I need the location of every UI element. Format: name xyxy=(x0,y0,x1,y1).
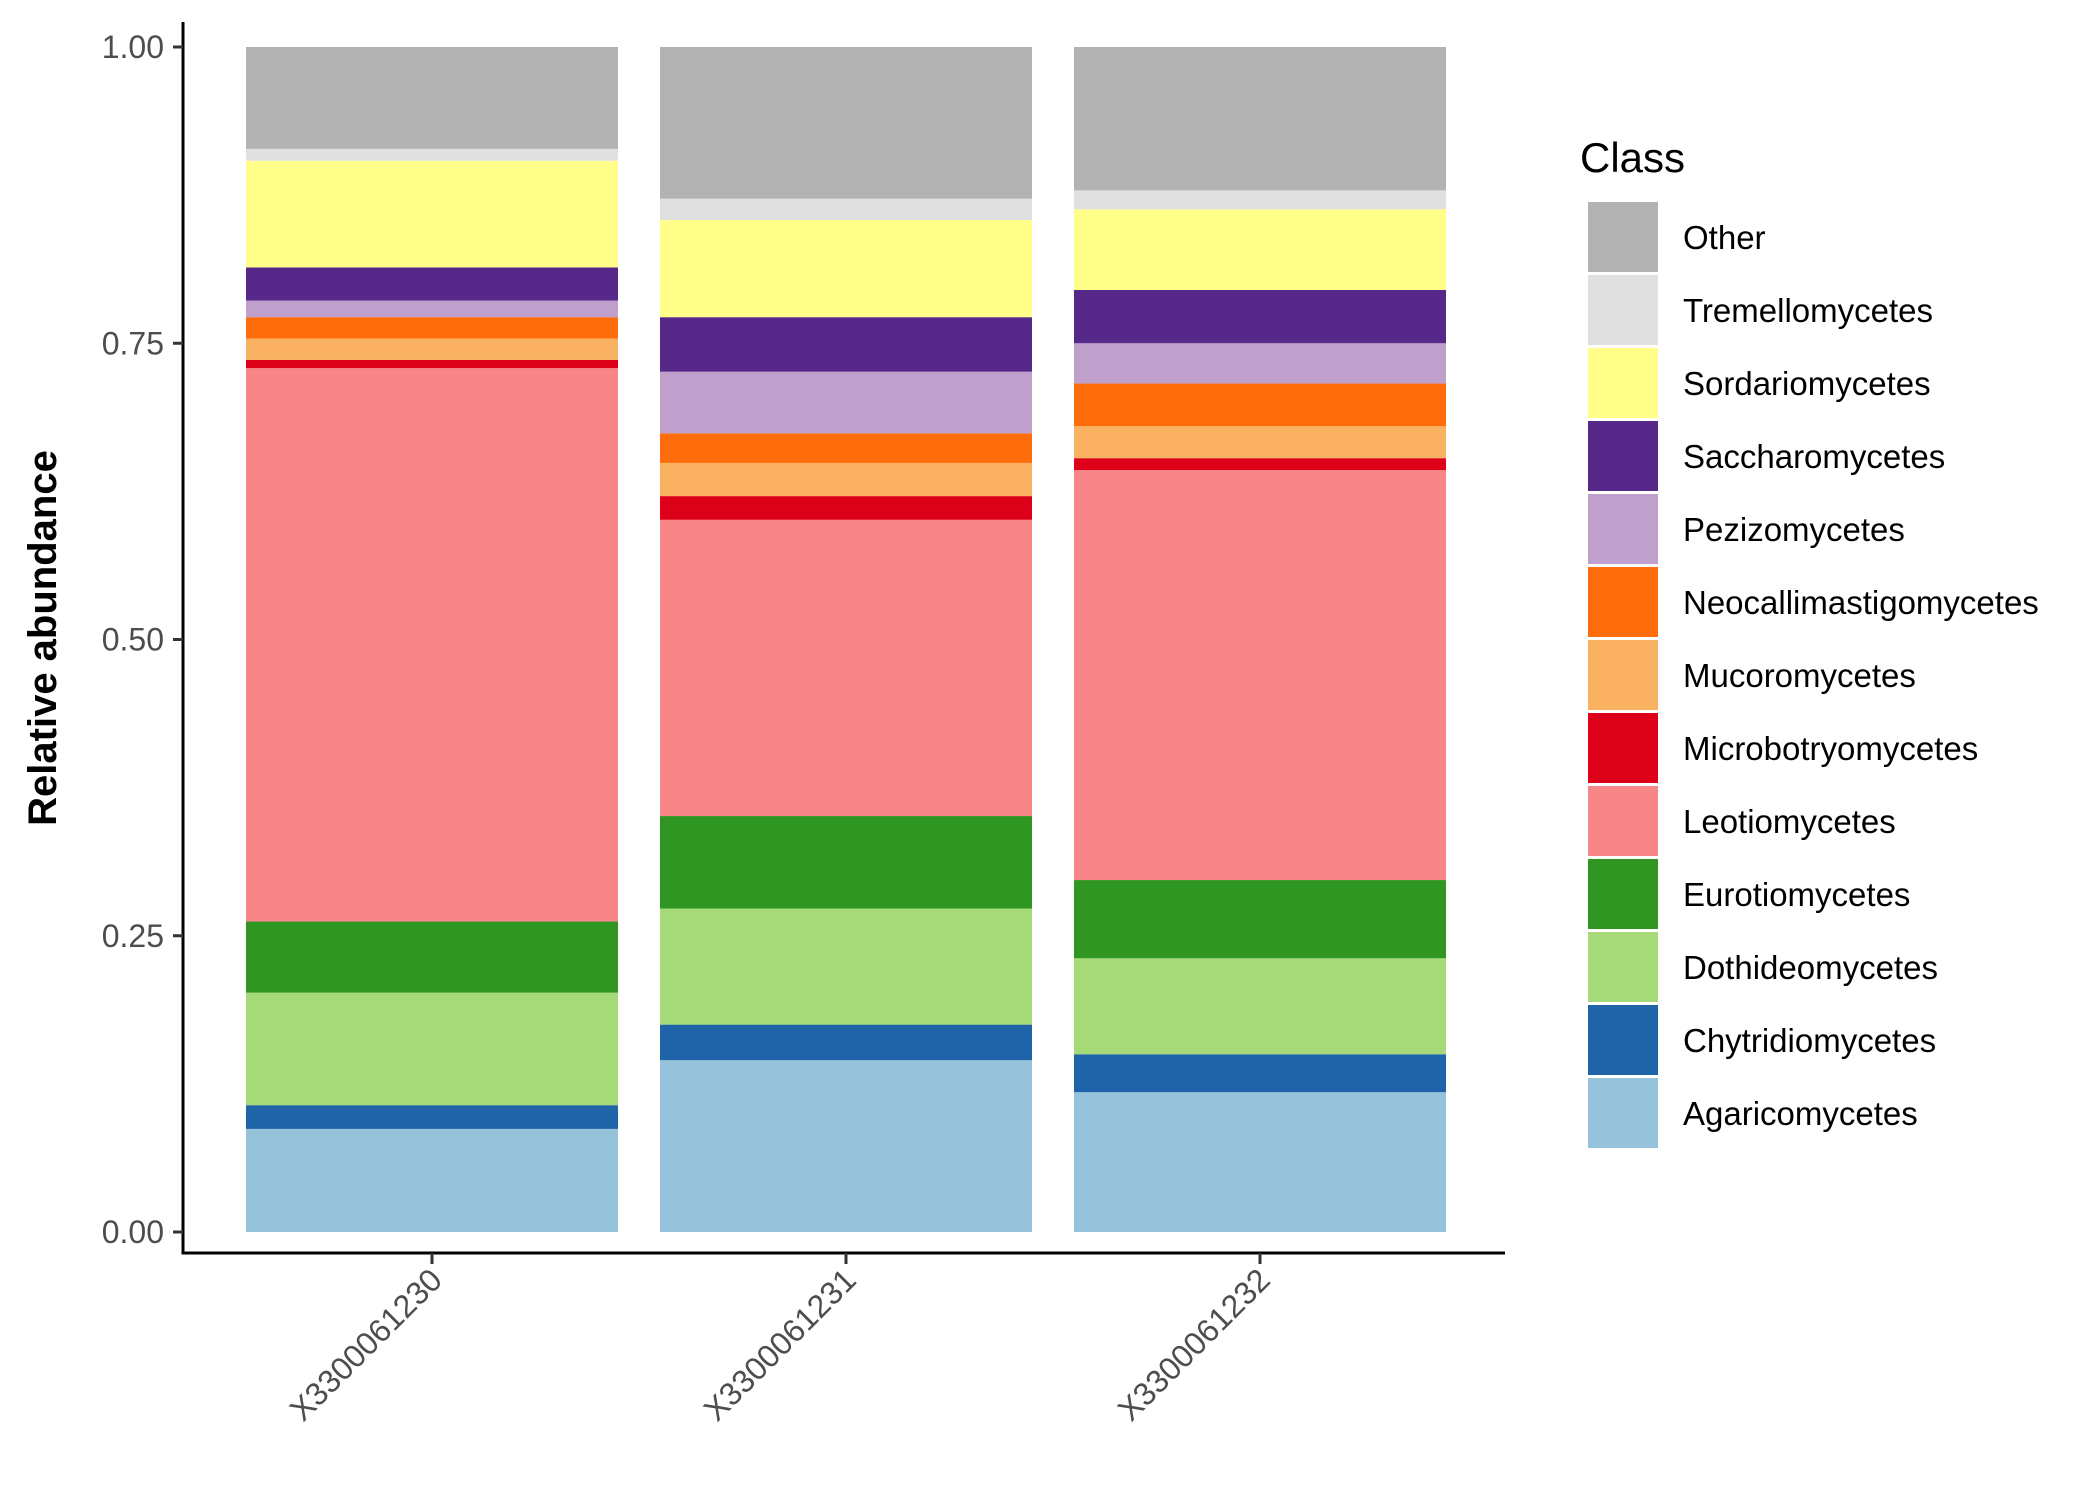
bar-segment-sordariomycetes-2 xyxy=(660,220,1032,318)
legend-label: Mucoromycetes xyxy=(1683,657,1916,694)
legend-label: Sordariomycetes xyxy=(1683,365,1931,402)
bar-segment-eurotiomycetes-3 xyxy=(1074,880,1446,959)
bar-segment-leotiomycetes-2 xyxy=(660,519,1032,817)
legend-label: Leotiomycetes xyxy=(1683,803,1896,840)
legend-label: Dothideomycetes xyxy=(1683,949,1938,986)
axes-layer xyxy=(181,22,1505,1255)
bar-segment-chytridiomycetes-3 xyxy=(1074,1054,1446,1093)
bar-segment-pezizomycetes-2 xyxy=(660,371,1032,434)
bar-segment-pezizomycetes-1 xyxy=(246,300,618,318)
y-tick-label: 0.00 xyxy=(102,1214,164,1250)
legend-key-chytridiomycetes xyxy=(1588,1005,1658,1075)
x-tick-label: X3300061230 xyxy=(283,1261,449,1427)
y-tick-label: 0.75 xyxy=(102,325,164,361)
legend-key-tremellomycetes xyxy=(1588,275,1658,345)
bar-segment-eurotiomycetes-2 xyxy=(660,816,1032,909)
x-tick-label: X3300061232 xyxy=(1111,1261,1277,1427)
bar-segment-other-2 xyxy=(660,47,1032,199)
legend-title: Class xyxy=(1580,134,1685,181)
legend-key-eurotiomycetes xyxy=(1588,859,1658,929)
bar-segment-chytridiomycetes-2 xyxy=(660,1024,1032,1061)
bar-segment-sordariomycetes-1 xyxy=(246,160,618,268)
bar-segment-saccharomycetes-1 xyxy=(246,267,618,301)
bar-segment-other-1 xyxy=(246,47,618,149)
bar-segment-dothideomycetes-3 xyxy=(1074,958,1446,1055)
legend-label: Neocallimastigomycetes xyxy=(1683,584,2039,621)
bar-segment-microbotryomycetes-1 xyxy=(246,359,618,369)
y-tick-label: 0.25 xyxy=(102,918,164,954)
bar-segment-saccharomycetes-3 xyxy=(1074,289,1446,344)
bar-segment-agaricomycetes-2 xyxy=(660,1060,1032,1232)
legend-key-microbotryomycetes xyxy=(1588,713,1658,783)
legend-key-dothideomycetes xyxy=(1588,932,1658,1002)
bar-segment-leotiomycetes-3 xyxy=(1074,470,1446,881)
bar-segment-tremellomycetes-2 xyxy=(660,198,1032,221)
bar-segment-agaricomycetes-3 xyxy=(1074,1092,1446,1232)
y-ticks: 0.00 0.25 0.50 0.75 1.00 xyxy=(102,29,183,1250)
bar-segment-leotiomycetes-1 xyxy=(246,368,618,922)
bar-segment-dothideomycetes-1 xyxy=(246,992,618,1106)
x-tick-label: X3300061231 xyxy=(697,1261,863,1427)
bar-segment-other-3 xyxy=(1074,47,1446,191)
bar-segment-dothideomycetes-2 xyxy=(660,908,1032,1025)
bar-segment-neocallimastigomycetes-2 xyxy=(660,433,1032,463)
bar-segment-tremellomycetes-3 xyxy=(1074,190,1446,210)
bar-segment-chytridiomycetes-1 xyxy=(246,1105,618,1129)
legend-key-other xyxy=(1588,202,1658,272)
legend-label: Agaricomycetes xyxy=(1683,1095,1918,1132)
x-ticks: X3300061230 X3300061231 X3300061232 xyxy=(283,1253,1277,1428)
legend: Class Other Tremellomycetes Sordariomycete… xyxy=(1580,134,2039,1148)
legend-label: Other xyxy=(1683,219,1766,256)
y-tick-label: 0.50 xyxy=(102,622,164,658)
legend-key-pezizomycetes xyxy=(1588,494,1658,564)
legend-label: Saccharomycetes xyxy=(1683,438,1945,475)
bar-segment-pezizomycetes-3 xyxy=(1074,343,1446,384)
bar-segment-eurotiomycetes-1 xyxy=(246,921,618,993)
legend-label: Eurotiomycetes xyxy=(1683,876,1910,913)
y-tick-label: 1.00 xyxy=(102,29,164,65)
bars-layer xyxy=(246,47,1446,1232)
legend-key-sordariomycetes xyxy=(1588,348,1658,418)
legend-key-mucoromycetes xyxy=(1588,640,1658,710)
bar-segment-sordariomycetes-3 xyxy=(1074,209,1446,290)
legend-label: Tremellomycetes xyxy=(1683,292,1933,329)
legend-key-neocallimastigomycetes xyxy=(1588,567,1658,637)
bar-segment-mucoromycetes-1 xyxy=(246,338,618,360)
y-axis-title: Relative abundance xyxy=(21,450,65,826)
bar-segment-tremellomycetes-1 xyxy=(246,148,618,161)
legend-key-leotiomycetes xyxy=(1588,786,1658,856)
bar-segment-neocallimastigomycetes-3 xyxy=(1074,383,1446,427)
bar-segment-microbotryomycetes-2 xyxy=(660,496,1032,520)
legend-label: Chytridiomycetes xyxy=(1683,1022,1936,1059)
bar-segment-saccharomycetes-2 xyxy=(660,317,1032,372)
bar-segment-agaricomycetes-1 xyxy=(246,1128,618,1232)
legend-key-saccharomycetes xyxy=(1588,421,1658,491)
bar-segment-neocallimastigomycetes-1 xyxy=(246,317,618,339)
bar-segment-microbotryomycetes-3 xyxy=(1074,458,1446,471)
legend-key-agaricomycetes xyxy=(1588,1078,1658,1148)
bar-segment-mucoromycetes-2 xyxy=(660,462,1032,497)
legend-label: Pezizomycetes xyxy=(1683,511,1905,548)
bar-segment-mucoromycetes-3 xyxy=(1074,426,1446,459)
legend-label: Microbotryomycetes xyxy=(1683,730,1978,767)
